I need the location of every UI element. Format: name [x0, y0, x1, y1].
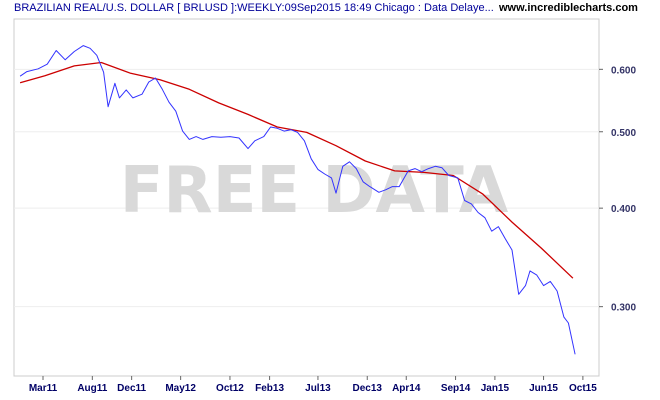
- price-line: [19, 45, 576, 355]
- chart-title: BRAZILIAN REAL/U.S. DOLLAR [ BRLUSD ]:WE…: [14, 2, 494, 14]
- x-tick-label: Aug11: [77, 383, 107, 394]
- y-tick-label: 0.300: [611, 303, 636, 314]
- y-axis: 0.600 0.500 0.400 0.300: [599, 65, 636, 314]
- y-tick-label: 0.500: [611, 128, 636, 139]
- x-tick-label: Dec13: [353, 383, 383, 394]
- x-tick-label: Jun15: [529, 383, 558, 394]
- y-tick-label: 0.600: [611, 65, 636, 76]
- x-tick-label: Oct12: [216, 383, 244, 394]
- x-tick-label: Feb13: [255, 383, 284, 394]
- x-tick-label: Jan15: [481, 383, 510, 394]
- x-tick-label: Jul13: [305, 383, 331, 394]
- x-tick-label: Dec11: [117, 383, 146, 394]
- price-group: [19, 45, 576, 355]
- x-axis: Mar11 Aug11 Dec11 May12 Oct12 Feb13 Jul13 Dec13…: [29, 376, 597, 394]
- x-tick-label: Apr14: [392, 383, 421, 394]
- plot-area: [13, 18, 600, 377]
- x-tick-label: Oct15: [569, 383, 597, 394]
- x-tick-label: Mar11: [29, 383, 58, 394]
- x-tick-label: Sep14: [441, 383, 471, 394]
- x-tick-label: May12: [165, 383, 196, 394]
- watermark: FREE DATA: [120, 154, 509, 228]
- site-url: www.incrediblecharts.com: [499, 2, 638, 14]
- y-tick-label: 0.400: [611, 204, 636, 215]
